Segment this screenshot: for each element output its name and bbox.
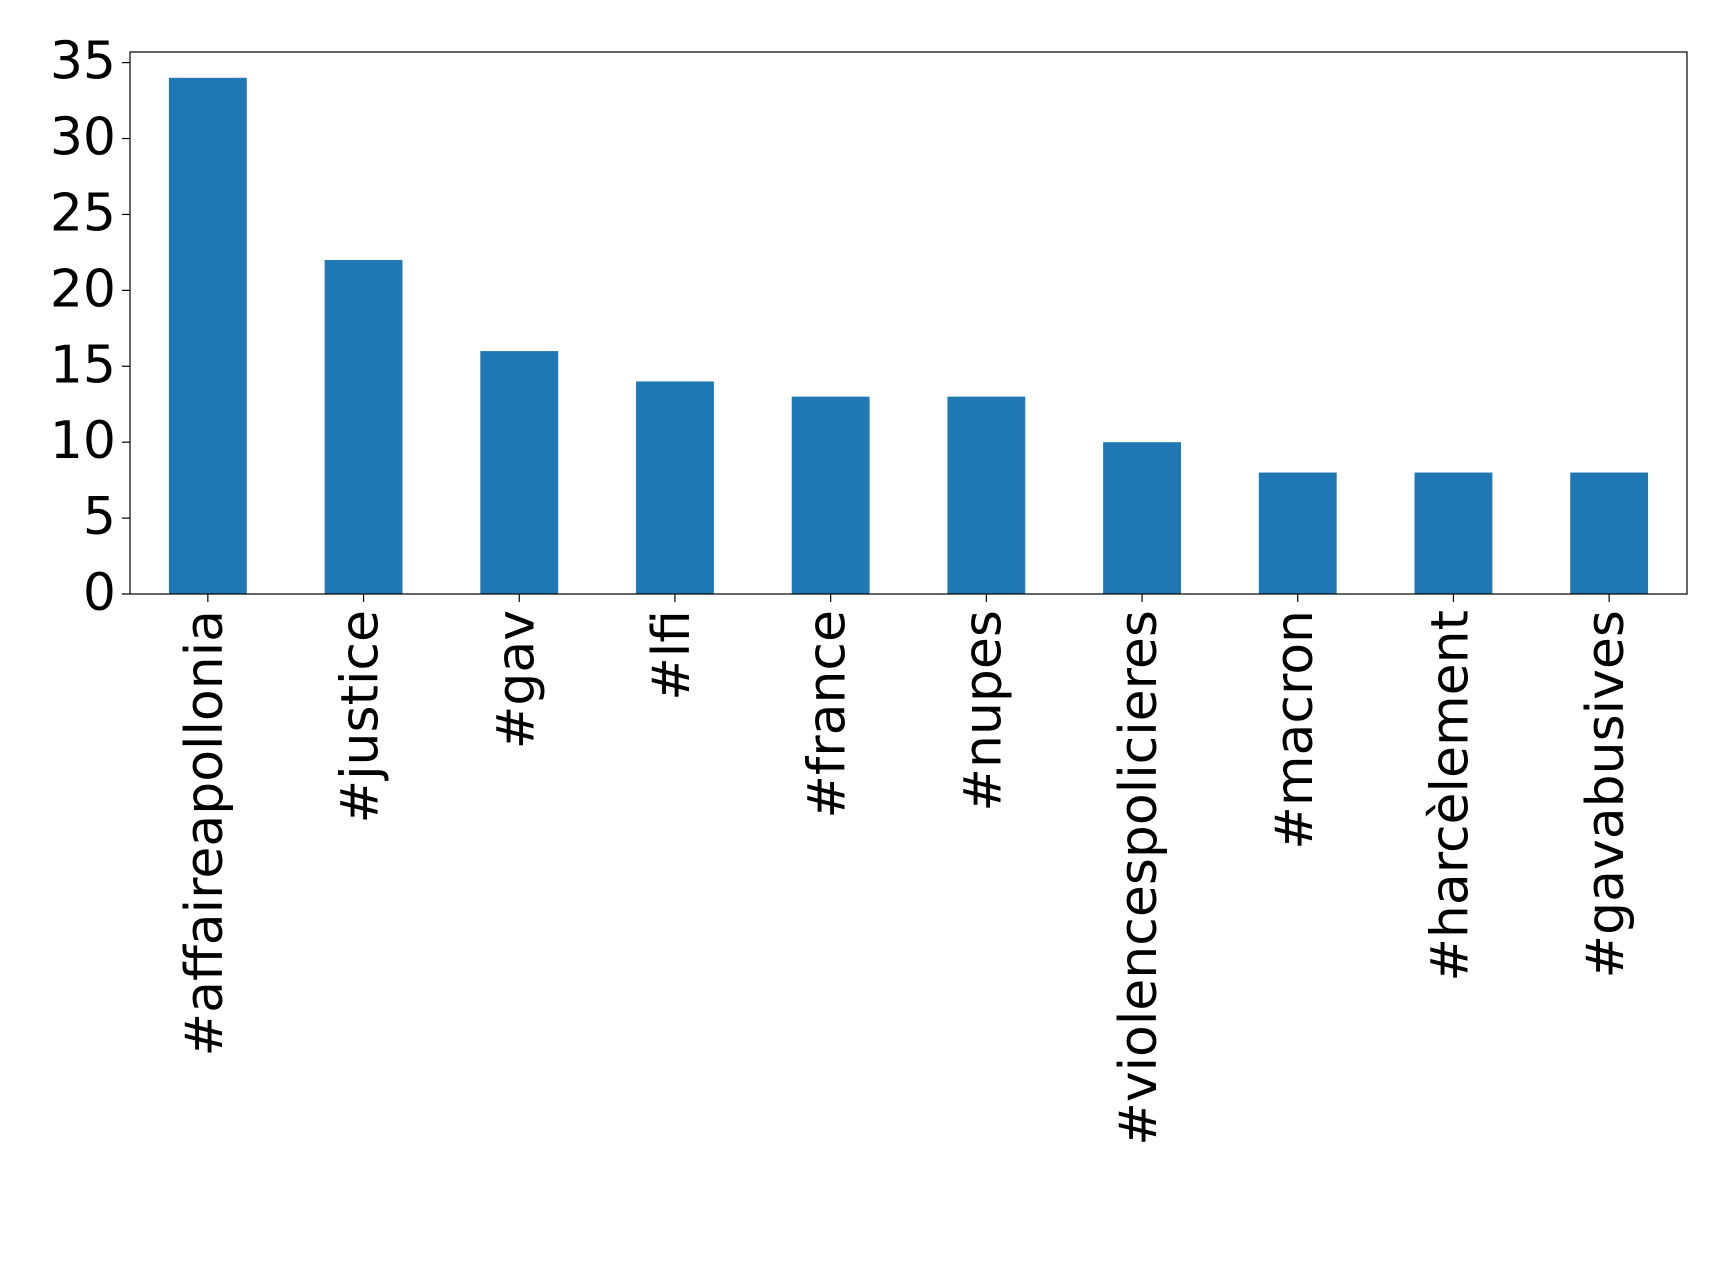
y-tick-label: 20 [50,259,116,319]
bar [1258,472,1337,594]
x-tick-label: #macron [1265,610,1325,850]
bar [947,396,1026,594]
y-tick-label: 35 [50,32,116,92]
y-tick-label: 25 [50,183,116,243]
bar [1570,472,1649,594]
bar [1414,472,1493,594]
x-tick-label: #lfi [642,610,702,701]
x-tick-label: #justice [331,610,391,823]
bar [636,381,714,594]
y-tick-label: 10 [50,411,116,471]
x-tick-label: #violencespolicieres [1109,610,1169,1146]
bar [791,396,870,594]
x-tick-label: #france [798,610,858,819]
plot-frame [129,51,1688,595]
x-tick-label: #gavabusives [1576,610,1636,978]
x-tick-label: #gav [486,610,546,749]
y-tick-label: 0 [83,563,116,623]
x-tick-label: #affaireapollonia [175,610,235,1056]
bar [168,77,247,595]
y-tick-label: 5 [83,487,116,547]
y-tick-label: 15 [50,335,116,395]
bar [324,259,403,594]
x-tick-label: #harcèlement [1420,610,1480,982]
x-tick-label: #nupes [953,610,1013,812]
y-tick-label: 30 [50,108,116,168]
bar [1103,442,1181,594]
bar [480,351,559,594]
